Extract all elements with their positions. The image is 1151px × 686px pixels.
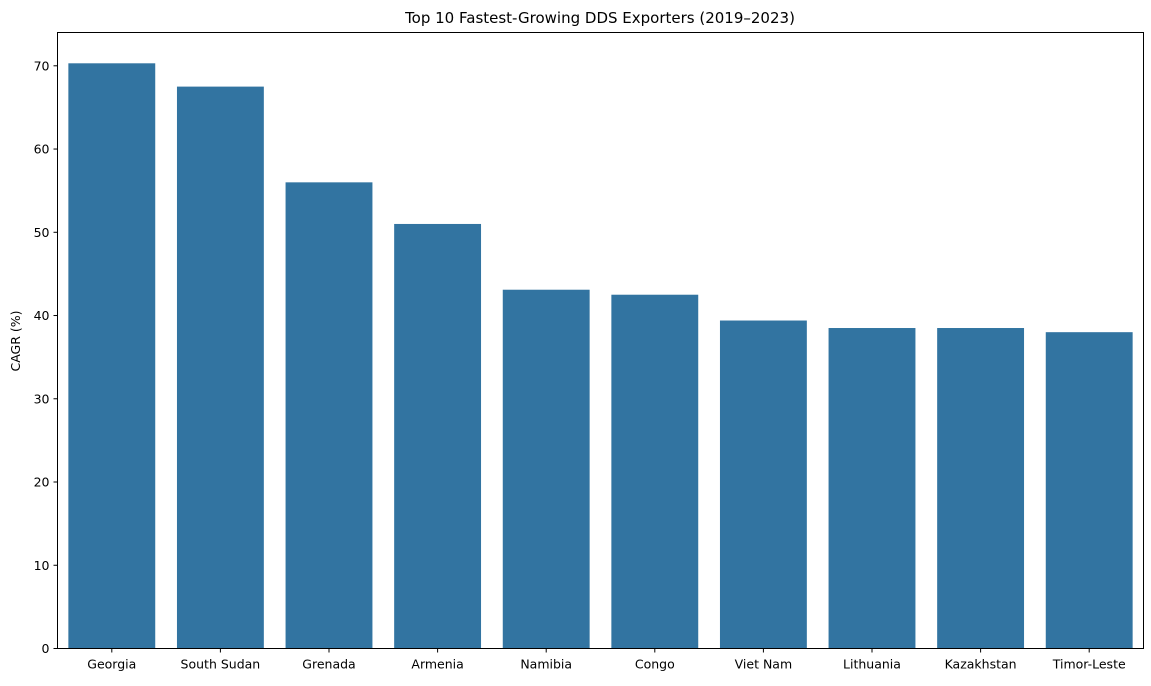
y-tick-label: 60	[34, 142, 50, 157]
y-tick-label: 0	[42, 641, 50, 656]
y-tick-label: 30	[34, 391, 50, 406]
x-tick-label: Grenada	[302, 657, 355, 672]
y-tick-label: 40	[34, 308, 50, 323]
bar-lithuania	[828, 328, 916, 649]
y-tick-label: 10	[34, 558, 50, 573]
x-tick-label: South Sudan	[181, 657, 261, 672]
x-tick-label: Georgia	[87, 657, 136, 672]
y-ticks-layer: 0 10 20 30 40 50 60 70	[34, 58, 58, 656]
plot-frame	[57, 32, 1144, 649]
y-tick-label: 20	[34, 475, 50, 490]
bar-congo	[611, 294, 699, 649]
bar-georgia	[68, 63, 156, 649]
x-tick-label: Armenia	[411, 657, 463, 672]
bar-armenia	[394, 223, 482, 649]
x-tick-label: Congo	[635, 657, 675, 672]
x-ticks-layer: Georgia South Sudan Grenada Armenia Namibia C…	[87, 648, 1126, 672]
bar-namibia	[502, 289, 590, 649]
y-axis-label: CAGR (%)	[8, 310, 23, 371]
x-tick-label: Lithuania	[843, 657, 901, 672]
x-tick-label: Timor-Leste	[1052, 657, 1126, 672]
y-tick-label: 70	[34, 58, 50, 73]
x-tick-label: Kazakhstan	[945, 657, 1017, 672]
chart-title: Top 10 Fastest-Growing DDS Exporters (20…	[404, 9, 795, 27]
bars-layer	[68, 63, 1133, 649]
bar-grenada	[285, 182, 373, 649]
y-tick-label: 50	[34, 225, 50, 240]
x-tick-label: Namibia	[520, 657, 572, 672]
bar-viet-nam	[719, 320, 807, 649]
bar-kazakhstan	[937, 328, 1025, 649]
bar-south-sudan	[176, 86, 264, 649]
bar-timor-leste	[1045, 332, 1133, 649]
x-tick-label: Viet Nam	[735, 657, 793, 672]
